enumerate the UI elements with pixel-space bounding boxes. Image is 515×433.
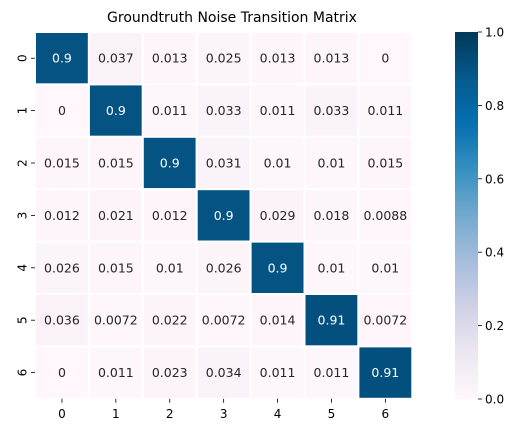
x-tick-label: 0 bbox=[58, 407, 66, 421]
heatmap-cell bbox=[34, 240, 90, 296]
cell-value-label: 0.9 bbox=[106, 103, 126, 118]
cell-value-label: 0.021 bbox=[98, 208, 134, 223]
y-tick-label: 4 bbox=[16, 264, 30, 272]
heatmap-cell bbox=[303, 135, 360, 191]
cell-value-label: 0.91 bbox=[371, 365, 399, 380]
cell-value-label: 0.034 bbox=[206, 365, 242, 380]
cell-value-label: 0.015 bbox=[367, 156, 403, 171]
x-tick-label: 3 bbox=[220, 407, 228, 421]
x-tick-label: 4 bbox=[274, 407, 282, 421]
cell-value-label: 0.0072 bbox=[202, 313, 246, 328]
y-tick-label: 6 bbox=[16, 369, 30, 377]
cell-value-label: 0.01 bbox=[371, 260, 399, 275]
cell-value-label: 0.025 bbox=[206, 51, 242, 66]
chart-title: Groundtruth Noise Transition Matrix bbox=[107, 10, 357, 26]
colorbar-tick-label: 0.0 bbox=[485, 393, 504, 407]
heatmap-cell bbox=[34, 293, 90, 348]
cell-value-label: 0.9 bbox=[52, 51, 72, 66]
colorbar bbox=[455, 32, 478, 399]
heatmap-cell bbox=[87, 293, 144, 348]
cell-value-label: 0 bbox=[58, 103, 66, 118]
heatmap-cell bbox=[141, 83, 198, 138]
cell-value-label: 0.037 bbox=[98, 51, 134, 66]
x-tick-label: 2 bbox=[166, 407, 174, 421]
heatmap-cell bbox=[141, 135, 198, 191]
heatmap-cell bbox=[34, 188, 90, 243]
cell-value-label: 0.026 bbox=[44, 260, 80, 275]
cell-value-label: 0 bbox=[58, 365, 66, 380]
cell-value-label: 0.031 bbox=[206, 156, 242, 171]
heatmap-cell bbox=[87, 188, 144, 243]
heatmap-cell bbox=[357, 135, 414, 191]
heatmap-cell bbox=[141, 345, 198, 400]
heatmap-cells bbox=[34, 31, 414, 400]
cell-value-label: 0.018 bbox=[314, 208, 350, 223]
cell-value-label: 0 bbox=[381, 51, 389, 66]
cell-value-label: 0.9 bbox=[214, 208, 234, 223]
cell-value-label: 0.011 bbox=[314, 365, 350, 380]
cell-value-label: 0.029 bbox=[260, 208, 296, 223]
y-tick-label: 2 bbox=[16, 159, 30, 167]
heatmap-cell bbox=[249, 83, 306, 138]
heatmap-cell bbox=[303, 31, 360, 86]
cell-value-label: 0.013 bbox=[260, 51, 296, 66]
colorbar-tick-label: 0.8 bbox=[485, 99, 504, 113]
y-tick-label: 3 bbox=[16, 212, 30, 220]
cell-value-label: 0.011 bbox=[98, 365, 134, 380]
cell-value-label: 0.013 bbox=[152, 51, 188, 66]
heatmap-cell bbox=[87, 135, 144, 191]
x-tick-label: 1 bbox=[112, 407, 120, 421]
cell-value-label: 0.033 bbox=[206, 103, 242, 118]
y-tick-label: 1 bbox=[16, 107, 30, 115]
heatmap-cell bbox=[249, 135, 306, 191]
cell-value-label: 0.011 bbox=[152, 103, 188, 118]
y-axis: 0 1 2 3 4 5 6 bbox=[16, 54, 35, 377]
heatmap-cell bbox=[357, 345, 414, 400]
cell-value-label: 0.012 bbox=[152, 208, 188, 223]
cell-value-label: 0.9 bbox=[268, 260, 288, 275]
cell-value-label: 0.014 bbox=[260, 313, 296, 328]
cell-value-label: 0.9 bbox=[160, 156, 180, 171]
heatmap-cell bbox=[141, 240, 198, 296]
x-tick-label: 6 bbox=[382, 407, 390, 421]
heatmap-cell bbox=[357, 83, 414, 138]
cell-value-label: 0.01 bbox=[156, 260, 184, 275]
colorbar-tick-label: 1.0 bbox=[485, 26, 504, 40]
cell-value-label: 0.01 bbox=[264, 156, 292, 171]
cell-value-label: 0.033 bbox=[314, 103, 350, 118]
cell-value-label: 0.0072 bbox=[94, 313, 138, 328]
cell-value-label: 0.015 bbox=[44, 156, 80, 171]
y-tick-label: 0 bbox=[16, 54, 30, 62]
cell-value-label: 0.015 bbox=[98, 156, 134, 171]
heatmap-cell bbox=[195, 345, 252, 400]
cell-value-label: 0.022 bbox=[152, 313, 188, 328]
cell-value-label: 0.015 bbox=[98, 260, 134, 275]
y-tick-label: 5 bbox=[16, 316, 30, 324]
cell-value-label: 0.026 bbox=[206, 260, 242, 275]
cell-value-label: 0.023 bbox=[152, 365, 188, 380]
cell-value-label: 0.011 bbox=[367, 103, 403, 118]
heatmap-cell bbox=[303, 345, 360, 400]
cell-value-label: 0.0072 bbox=[363, 313, 407, 328]
cell-value-label: 0.011 bbox=[260, 365, 296, 380]
x-tick-label: 5 bbox=[328, 407, 336, 421]
cell-value-label: 0.036 bbox=[44, 313, 80, 328]
cell-value-label: 0.012 bbox=[44, 208, 80, 223]
x-axis: 0 1 2 3 4 5 6 bbox=[58, 398, 390, 421]
colorbar-tick-label: 0.6 bbox=[485, 172, 504, 186]
heatmap-cell bbox=[357, 293, 414, 348]
cell-value-label: 0.0088 bbox=[363, 208, 407, 223]
heatmap-cell-labels: 0.9 0.037 0.013 0.025 0.013 0.013 0 0 0.9 0.011 0.… bbox=[44, 51, 407, 380]
cell-value-label: 0.013 bbox=[314, 51, 350, 66]
colorbar-tick-label: 0.4 bbox=[485, 246, 504, 260]
cell-value-label: 0.01 bbox=[318, 260, 346, 275]
cell-value-label: 0.011 bbox=[260, 103, 296, 118]
heatmap-cell bbox=[303, 188, 360, 243]
colorbar-tick-label: 0.2 bbox=[485, 319, 504, 333]
colorbar-axis: 0.0 0.2 0.4 0.6 0.8 1.0 bbox=[478, 26, 504, 407]
cell-value-label: 0.91 bbox=[318, 313, 346, 328]
cell-value-label: 0.01 bbox=[318, 156, 346, 171]
